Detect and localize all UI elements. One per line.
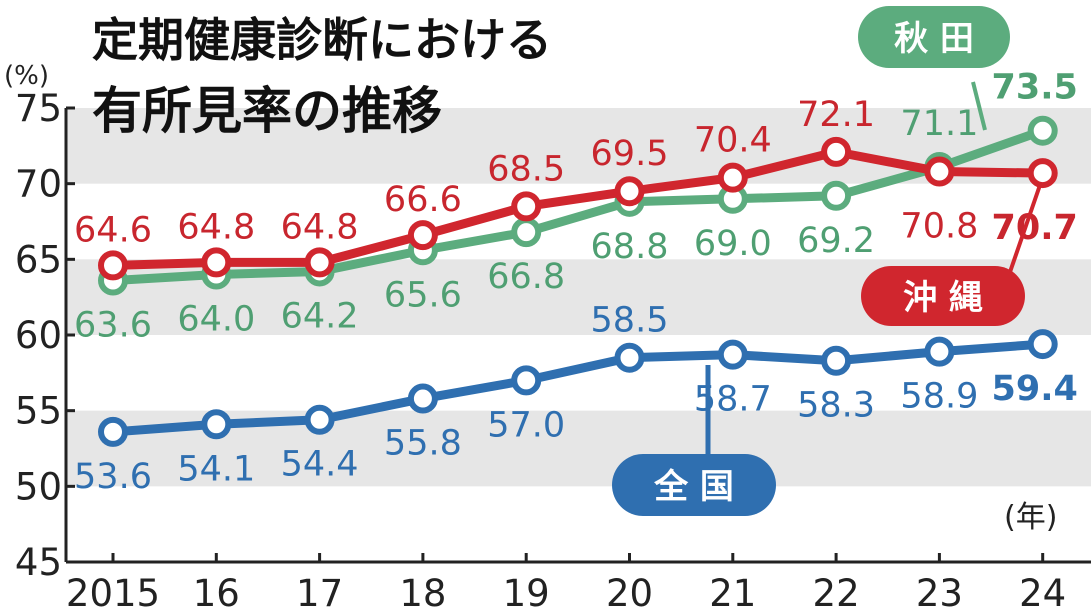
- x-tick-label-20: 20: [606, 572, 653, 611]
- point-zenkoku-23: [924, 336, 955, 367]
- point-zenkoku-16: [201, 409, 232, 440]
- series-line-akita: [108, 126, 1048, 286]
- point-okinawa-19: [511, 191, 542, 222]
- x-tick-label-22: 22: [813, 572, 860, 611]
- data-label-okinawa-20: 69.5: [591, 134, 669, 174]
- tick-labels: 45 50 55 60 65 70 75 2015 16 17 18 19 20 21 22 23 24: [15, 87, 1066, 611]
- legend-label-akita: 秋 田: [894, 19, 974, 59]
- y-tick-label-70: 70: [15, 163, 62, 206]
- y-tick-label-75: 75: [15, 87, 62, 130]
- chart-title-line-1: 定期健康診断における: [92, 13, 552, 67]
- point-okinawa-21: [717, 162, 748, 193]
- point-akita-22: [821, 180, 852, 211]
- data-label-akita-24: 73.5: [992, 68, 1078, 108]
- point-okinawa-16: [201, 247, 232, 278]
- point-zenkoku-2015: [98, 416, 128, 447]
- point-okinawa-18: [407, 220, 438, 251]
- data-label-akita-23: 71.1: [900, 104, 978, 144]
- x-tick-label-19: 19: [503, 572, 550, 611]
- point-okinawa-22: [821, 136, 852, 167]
- data-label-okinawa-17: 64.8: [281, 207, 359, 247]
- data-label-zenkoku-16: 54.1: [177, 449, 255, 489]
- y-tick-label-65: 65: [15, 238, 62, 281]
- data-label-zenkoku-17: 54.4: [281, 445, 359, 485]
- y-tick-label-55: 55: [15, 390, 62, 433]
- data-label-zenkoku-18: 55.8: [384, 424, 462, 464]
- y-tick-label-45: 45: [15, 541, 62, 584]
- data-label-okinawa-23: 70.8: [900, 207, 978, 247]
- x-tick-label-16: 16: [193, 572, 240, 611]
- legend-badge-zenkoku: [612, 454, 776, 516]
- point-zenkoku-18: [407, 383, 438, 414]
- data-label-okinawa-16: 64.8: [177, 207, 255, 247]
- y-tick-label-50: 50: [15, 465, 62, 508]
- data-labels: 64.6 64.8 64.8 66.6 68.5 69.5 70.4 72.1 70.8 70.7…: [74, 68, 1078, 497]
- data-label-zenkoku-22: 58.3: [797, 386, 875, 426]
- data-label-akita-2015: 63.6: [74, 306, 152, 346]
- series-lines: [98, 115, 1058, 447]
- legend-badge-okinawa: [861, 266, 1025, 326]
- data-label-akita-21: 69.0: [694, 224, 772, 264]
- point-zenkoku-20: [614, 342, 645, 373]
- data-label-akita-18: 65.6: [384, 275, 462, 315]
- point-zenkoku-24: [1027, 329, 1058, 360]
- point-okinawa-20: [614, 176, 645, 207]
- legend-leader-akita: [971, 81, 987, 131]
- chart-title-line-2: 有所見率の推移: [92, 82, 442, 140]
- data-label-zenkoku-24: 59.4: [992, 369, 1078, 409]
- chart-title: 定期健康診断における 有所見率の推移: [92, 13, 552, 140]
- point-akita-19: [511, 217, 542, 248]
- series-line-okinawa: [108, 147, 1048, 270]
- legend: 秋 田 沖 縄 全 国: [612, 6, 1042, 516]
- point-zenkoku-19: [511, 365, 542, 396]
- data-label-okinawa-24: 70.7: [992, 208, 1078, 248]
- legend-badge-akita: [858, 6, 1010, 68]
- x-tick-label-18: 18: [399, 572, 446, 611]
- series-line-zenkoku: [108, 339, 1048, 437]
- data-label-akita-19: 66.8: [487, 257, 565, 297]
- x-tick-label-21: 21: [709, 572, 756, 611]
- data-label-zenkoku-19: 57.0: [487, 405, 565, 445]
- legend-label-okinawa: 沖 縄: [903, 278, 983, 318]
- legend-label-zenkoku: 全 国: [653, 467, 734, 507]
- point-akita-24: [1027, 115, 1058, 146]
- x-tick-label-23: 23: [916, 572, 963, 611]
- y-tick-label-60: 60: [15, 314, 62, 357]
- data-label-zenkoku-20: 58.5: [591, 301, 669, 341]
- axes: [64, 106, 1091, 564]
- x-tick-label-2015: 2015: [66, 572, 160, 611]
- data-label-okinawa-18: 66.6: [384, 180, 462, 220]
- data-label-okinawa-22: 72.1: [797, 95, 875, 135]
- data-label-zenkoku-2015: 53.6: [74, 457, 152, 497]
- data-label-akita-16: 64.0: [177, 299, 255, 339]
- x-axis-unit: (年): [1004, 500, 1057, 535]
- point-zenkoku-17: [304, 404, 335, 435]
- legend-leader-okinawa: [1008, 184, 1042, 273]
- data-label-zenkoku-23: 58.9: [900, 377, 978, 417]
- point-zenkoku-22: [821, 345, 852, 376]
- data-label-akita-17: 64.2: [281, 296, 359, 336]
- data-label-akita-20: 68.8: [591, 227, 669, 267]
- point-okinawa-24: [1027, 158, 1058, 189]
- data-label-okinawa-2015: 64.6: [74, 210, 152, 250]
- data-label-akita-22: 69.2: [797, 221, 875, 261]
- y-axis-unit: (%): [4, 61, 49, 91]
- point-zenkoku-21: [717, 339, 748, 370]
- data-label-okinawa-21: 70.4: [694, 121, 772, 161]
- point-okinawa-23: [924, 156, 955, 187]
- x-tick-label-17: 17: [296, 572, 343, 611]
- point-okinawa-2015: [98, 250, 128, 281]
- data-label-okinawa-19: 68.5: [487, 149, 565, 189]
- point-okinawa-17: [304, 247, 335, 278]
- x-tick-label-24: 24: [1019, 572, 1066, 611]
